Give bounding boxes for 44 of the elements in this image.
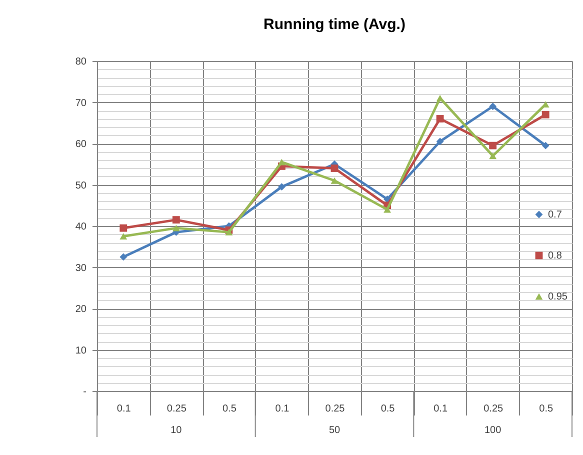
point (172, 216, 180, 224)
text: 50 (328, 425, 340, 436)
point (278, 158, 286, 166)
x-tick-label: 0.25 (166, 404, 187, 414)
x-tick-label: 0.5 (539, 404, 554, 414)
x-tick-label: 0.1 (434, 404, 448, 414)
point (436, 138, 444, 146)
x-tick-label: 0.1 (275, 404, 290, 414)
point (436, 94, 444, 102)
legend-label: 0.7 (548, 210, 562, 220)
y-tick-label: 30 (75, 262, 87, 274)
point (542, 142, 550, 150)
point (120, 233, 128, 240)
point (225, 228, 233, 236)
text: 10 (170, 425, 182, 436)
text: 100 (484, 425, 502, 436)
legend-label: 0.95 (548, 292, 568, 302)
y-tick-label: 20 (75, 304, 87, 315)
chart-title: Running time (Avg.) (264, 16, 406, 33)
point (489, 152, 497, 160)
y-tick-label: 10 (75, 345, 87, 356)
y-tick-label: - (83, 386, 86, 398)
x-tick-label: 0.5 (380, 404, 396, 414)
point (436, 115, 444, 122)
x-tick-label: 0.1 (116, 404, 132, 414)
point (489, 102, 497, 110)
y-tick-label: 70 (75, 98, 87, 109)
point (278, 183, 286, 191)
y-tick-label: 40 (75, 222, 87, 232)
point (489, 142, 497, 150)
y-tick-label: 50 (75, 180, 87, 192)
point (384, 206, 391, 213)
point (330, 164, 338, 172)
point (542, 110, 550, 118)
y-tick-label: 80 (75, 56, 87, 68)
legend-label: 0.8 (548, 250, 562, 262)
point (330, 177, 338, 184)
point (172, 224, 180, 232)
y-tick-label: 60 (75, 139, 87, 150)
x-tick-label: 0.5 (222, 404, 237, 414)
point (120, 224, 128, 232)
x-tick-label: 0.25 (325, 404, 346, 414)
x-tick-label: 0.25 (484, 404, 504, 414)
point (120, 253, 128, 261)
